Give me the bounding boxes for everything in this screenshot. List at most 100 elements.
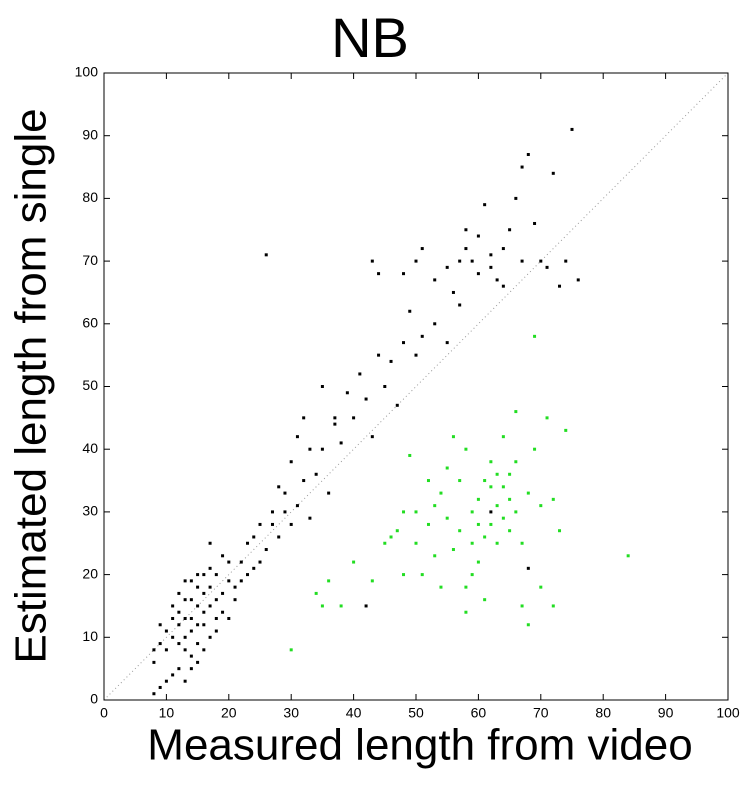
scatter-point — [420, 334, 424, 338]
scatter-point — [227, 616, 231, 620]
scatter-point — [495, 541, 499, 545]
scatter-point — [508, 472, 512, 476]
x-tick-label: 10 — [159, 705, 175, 721]
scatter-point — [302, 479, 306, 483]
scatter-point — [476, 522, 480, 526]
scatter-point — [626, 554, 630, 558]
scatter-point — [327, 579, 331, 583]
scatter-point — [183, 579, 187, 583]
scatter-point — [439, 491, 443, 495]
scatter-point — [333, 422, 337, 426]
scatter-point — [214, 616, 218, 620]
scatter-point — [171, 635, 175, 639]
scatter-point — [208, 541, 212, 545]
scatter-point — [171, 604, 175, 608]
scatter-point — [520, 604, 524, 608]
scatter-point — [451, 548, 455, 552]
scatter-point — [189, 598, 193, 602]
scatter-point — [551, 497, 555, 501]
scatter-point — [501, 516, 505, 520]
scatter-point — [464, 228, 468, 232]
scatter-point — [252, 535, 256, 539]
scatter-point — [433, 554, 437, 558]
scatter-point — [320, 447, 324, 451]
scatter-point — [214, 598, 218, 602]
scatter-point — [283, 510, 287, 514]
scatter-point — [476, 497, 480, 501]
scatter-point — [258, 522, 262, 526]
scatter-point — [551, 171, 555, 175]
x-tick-label: 80 — [595, 705, 611, 721]
scatter-point — [564, 259, 568, 263]
scatter-point — [558, 529, 562, 533]
scatter-point — [295, 435, 299, 439]
scatter-point — [202, 623, 206, 627]
scatter-point — [526, 566, 530, 570]
scatter-point — [189, 629, 193, 633]
scatter-point — [196, 585, 200, 589]
scatter-point — [445, 341, 449, 345]
y-tick-label: 30 — [82, 503, 98, 519]
scatter-point — [314, 591, 318, 595]
y-tick-label: 0 — [90, 691, 98, 707]
x-tick-label: 50 — [408, 705, 424, 721]
chart-title: NB — [331, 6, 409, 69]
scatter-point — [233, 585, 237, 589]
scatter-point — [202, 573, 206, 577]
scatter-point — [289, 648, 293, 652]
y-tick-label: 20 — [82, 565, 98, 581]
scatter-point — [158, 642, 162, 646]
scatter-point — [370, 435, 374, 439]
scatter-point — [283, 491, 287, 495]
scatter-point — [164, 679, 168, 683]
scatter-point — [327, 491, 331, 495]
scatter-point — [439, 585, 443, 589]
y-axis-label: Estimated length from single — [7, 108, 56, 663]
scatter-point — [458, 529, 462, 533]
scatter-point — [171, 616, 175, 620]
scatter-point — [377, 353, 381, 357]
scatter-point — [152, 660, 156, 664]
scatter-point — [246, 541, 250, 545]
scatter-point — [383, 385, 387, 388]
scatter-point — [158, 685, 162, 689]
scatter-point — [252, 566, 256, 570]
scatter-point — [420, 573, 424, 577]
scatter-point — [189, 579, 193, 583]
scatter-point — [264, 548, 268, 552]
scatter-point — [489, 253, 493, 257]
scatter-point — [189, 654, 193, 658]
scatter-point — [508, 529, 512, 533]
scatter-point — [514, 410, 518, 414]
scatter-point — [239, 579, 243, 583]
scatter-point — [533, 221, 537, 225]
scatter-point — [333, 416, 337, 420]
y-tick-label: 50 — [82, 377, 98, 393]
scatter-point — [221, 591, 225, 595]
scatter-point — [314, 472, 318, 476]
scatter-point — [489, 510, 493, 514]
scatter-point — [308, 447, 312, 451]
scatter-point — [426, 522, 430, 526]
x-tick-label: 40 — [346, 705, 362, 721]
scatter-point — [208, 635, 212, 639]
scatter-point — [514, 460, 518, 464]
scatter-point — [152, 692, 156, 696]
scatter-point — [508, 228, 512, 232]
x-tick-label: 30 — [283, 705, 299, 721]
x-tick-label: 90 — [658, 705, 674, 721]
scatter-point — [520, 541, 524, 545]
y-tick-label: 100 — [75, 64, 99, 80]
x-tick-label: 60 — [471, 705, 487, 721]
scatter-point — [389, 535, 393, 539]
scatter-point — [433, 278, 437, 282]
scatter-point — [451, 435, 455, 439]
scatter-point — [476, 272, 480, 276]
scatter-point — [420, 247, 424, 251]
scatter-point — [501, 435, 505, 439]
y-tick-label: 80 — [82, 189, 98, 205]
scatter-point — [152, 648, 156, 652]
scatter-point — [564, 428, 568, 432]
